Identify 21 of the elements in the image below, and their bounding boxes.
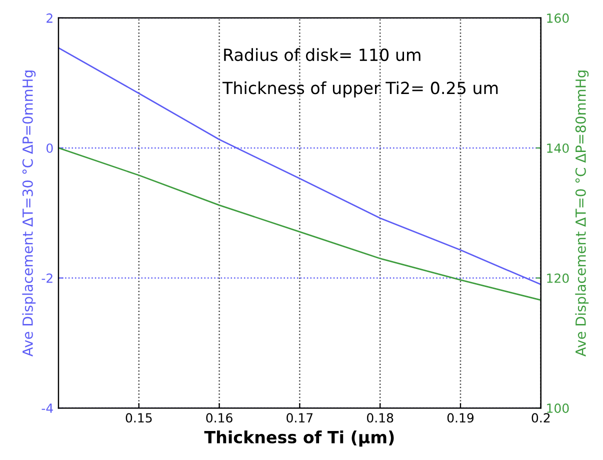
line-series (58, 47, 541, 286)
y2-axis-title: Ave Displacement ΔT=0 °C ΔP=80mmHg (575, 70, 589, 356)
y2-tick-label: 100 (547, 403, 569, 413)
y-tick-label: -2 (42, 273, 52, 283)
x-tick-label: 0.15 (126, 413, 152, 423)
y-tick-label: 2 (46, 13, 52, 23)
x-tick-label: 0.19 (447, 413, 474, 423)
y-axis-title: Ave Displacement ΔT=30 °C ΔP=0mmHg (22, 70, 36, 356)
x-axis-title: Thickness of Ti (μm) (204, 430, 394, 447)
line-series (58, 147, 541, 301)
x-tick-label: 0.18 (367, 413, 394, 423)
x-tick-label: 0.16 (206, 413, 232, 423)
x-tick-label: 0.2 (532, 413, 550, 423)
y2-tick-label: 160 (547, 13, 569, 23)
y2-tick-label: 120 (547, 273, 569, 283)
y-tick-label: -4 (42, 404, 53, 413)
x-tick-label: 0.17 (286, 413, 313, 423)
y2-tick-label: 140 (547, 143, 569, 153)
annotation: Radius of disk= 110 um (224, 48, 420, 62)
y-tick-label: 0 (46, 143, 53, 153)
annotation: Thickness of upper Ti2= 0.25 um (222, 81, 498, 98)
